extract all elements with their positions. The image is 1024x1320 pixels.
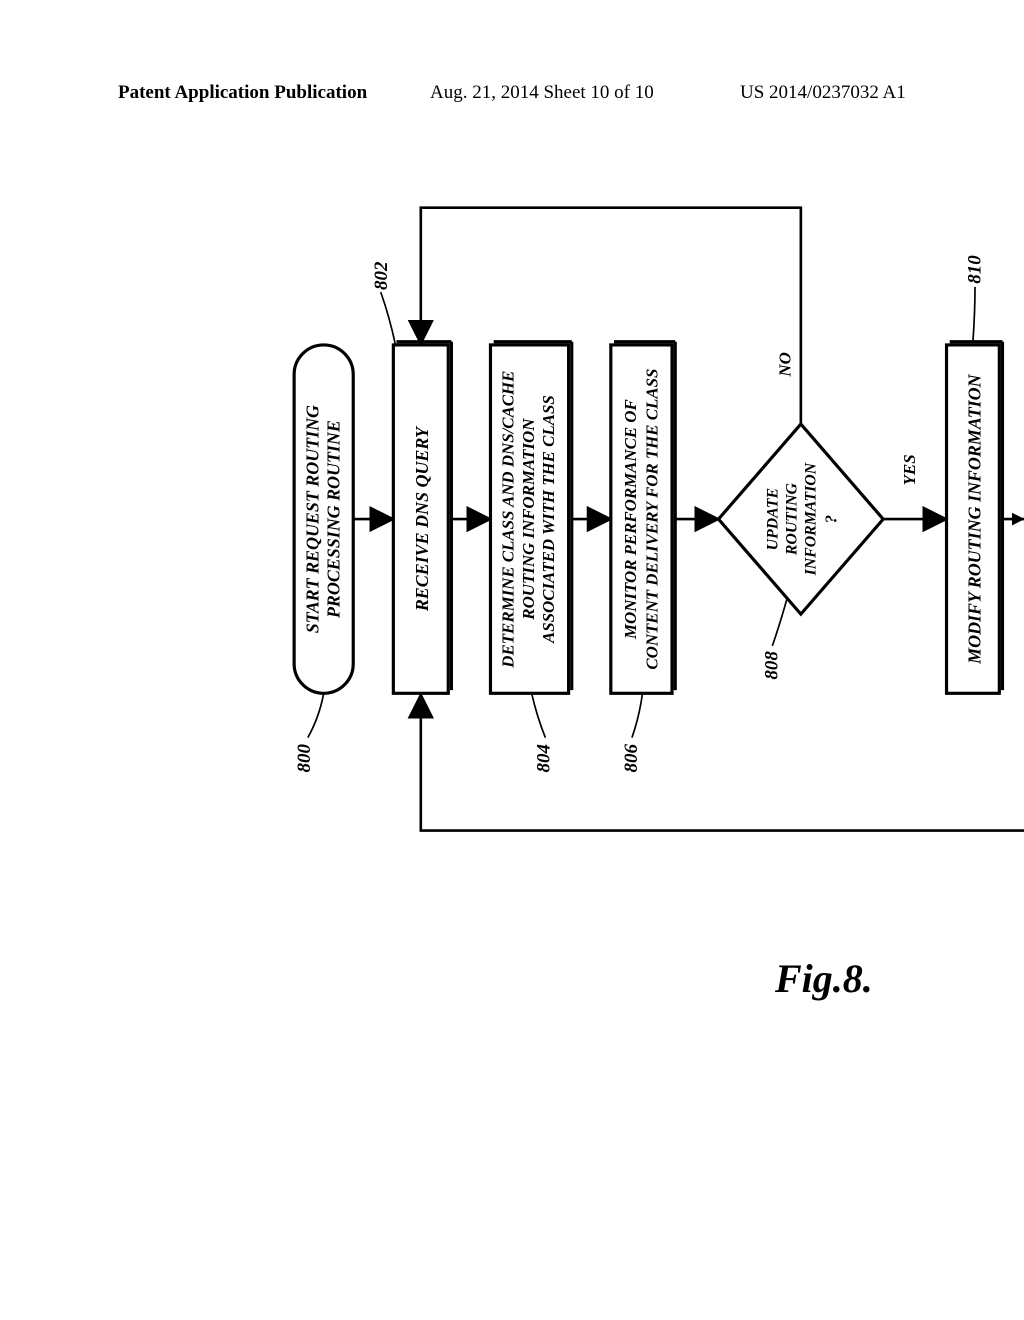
- node-start: START REQUEST ROUTING PROCESSING ROUTINE: [294, 345, 353, 693]
- ref-806-leader: [632, 693, 643, 737]
- figure-label: Fig.8.: [775, 955, 873, 1002]
- node-monitor: MONITOR PERFORMANCE OF CONTENT DELIVERY …: [611, 342, 675, 694]
- modify-text: MODIFY ROUTING INFORMATION: [964, 373, 984, 664]
- node-receive: RECEIVE DNS QUERY: [393, 342, 451, 694]
- ref-810: 810: [964, 255, 985, 284]
- det-l3: ASSOCIATED WITH THE CLASS: [539, 395, 558, 644]
- label-yes: YES: [900, 454, 919, 485]
- ref-800: 800: [294, 743, 315, 772]
- start-line2: PROCESSING ROUTINE: [324, 420, 344, 619]
- mon-l2: CONTENT DELIVERY FOR THE CLASS: [642, 369, 661, 670]
- ref-808-leader: [772, 598, 787, 646]
- dec-l2: ROUTING: [784, 482, 801, 556]
- label-no: NO: [775, 352, 794, 377]
- ref-808: 808: [762, 651, 783, 680]
- node-decide: UPDATE ROUTING INFORMATION ?: [719, 424, 884, 614]
- ref-804-leader: [532, 693, 546, 737]
- ref-810-leader: [973, 287, 975, 342]
- ref-800-leader: [308, 693, 324, 737]
- ref-802: 802: [371, 261, 392, 290]
- dec-l3: INFORMATION: [803, 462, 820, 576]
- det-l1: DETERMINE CLASS AND DNS/CACHE: [499, 371, 518, 669]
- flowchart-svg: START REQUEST ROUTING PROCESSING ROUTINE…: [30, 0, 1024, 1010]
- ref-806: 806: [621, 743, 642, 772]
- node-determine: DETERMINE CLASS AND DNS/CACHE ROUTING IN…: [490, 342, 571, 694]
- ref-804: 804: [534, 744, 555, 772]
- ref-802-leader: [381, 292, 396, 345]
- receive-text: RECEIVE DNS QUERY: [412, 425, 432, 612]
- exit-arrowhead: [1012, 513, 1024, 526]
- dec-q: ?: [822, 515, 841, 523]
- start-line1: START REQUEST ROUTING: [302, 405, 322, 633]
- det-l2: ROUTING INFORMATION: [519, 418, 538, 621]
- node-modify: MODIFY ROUTING INFORMATION: [947, 342, 1003, 694]
- dec-l1: UPDATE: [765, 488, 782, 550]
- flowchart: START REQUEST ROUTING PROCESSING ROUTINE…: [30, 220, 1000, 1010]
- mon-l1: MONITOR PERFORMANCE OF: [621, 399, 640, 640]
